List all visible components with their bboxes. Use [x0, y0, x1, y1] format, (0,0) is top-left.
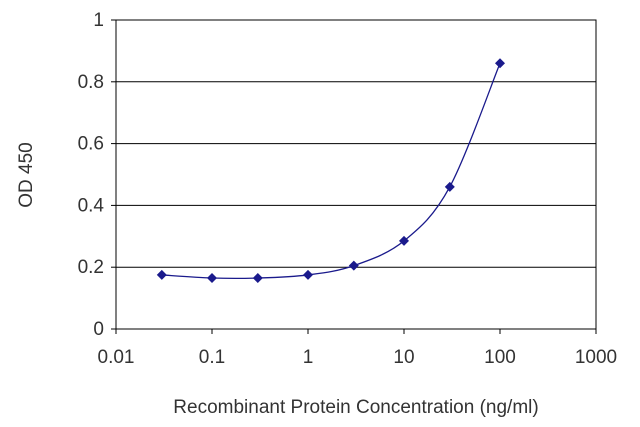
data-point [444, 181, 455, 192]
x-tick-label: 1000 [575, 347, 617, 368]
data-point [252, 273, 263, 284]
plot-area [115, 19, 597, 330]
fit-curve [161, 63, 501, 280]
fit-curves [161, 63, 501, 280]
data-point [207, 273, 217, 284]
x-axis-ticks: 0.01 0.1 1 10 100 1000 [98, 329, 617, 368]
y-tick-label: 0.6 [78, 134, 104, 155]
y-tick-label: 0.4 [78, 195, 105, 216]
data-point [156, 269, 167, 280]
y-axis-title: OD 450 [16, 142, 37, 207]
x-tick-label: 100 [484, 347, 516, 368]
x-axis-title: Recombinant Protein Concentration (ng/ml… [173, 397, 538, 418]
x-tick-label: 0.1 [199, 347, 225, 368]
x-tick-label: 0.01 [98, 347, 135, 368]
y-tick-label: 0.8 [78, 72, 104, 93]
data-point [495, 58, 505, 69]
y-tick-label: 1 [93, 10, 104, 31]
y-tick-label: 0.2 [78, 257, 104, 278]
y-axis-ticks: 0 0.2 0.4 0.6 0.8 1 [78, 10, 116, 340]
x-tick-label: 10 [393, 347, 414, 368]
data-point [399, 235, 409, 246]
data-point [303, 269, 313, 280]
data-point [348, 260, 359, 271]
y-tick-label: 0 [93, 319, 104, 340]
x-tick-label: 1 [303, 347, 314, 368]
data-points [156, 58, 505, 284]
